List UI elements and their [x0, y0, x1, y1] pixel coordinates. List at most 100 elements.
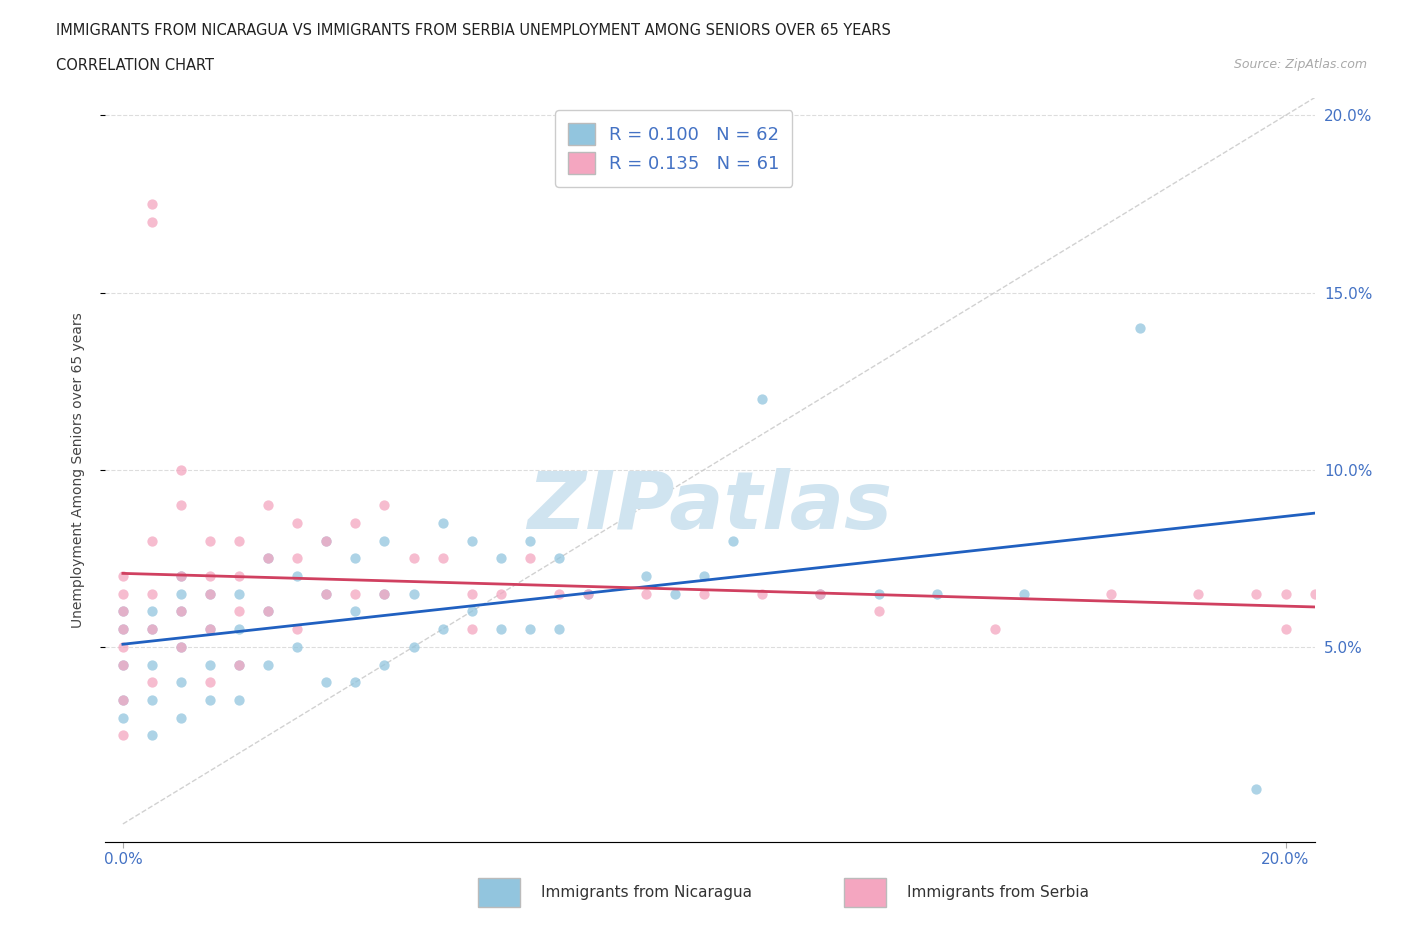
Point: [257, 551, 280, 565]
Point: [285, 551, 308, 565]
Point: [402, 639, 425, 654]
Text: Immigrants from Serbia: Immigrants from Serbia: [907, 885, 1088, 900]
Point: [1099, 586, 1122, 601]
Point: [1274, 586, 1296, 601]
Point: [111, 711, 134, 725]
Point: [548, 586, 571, 601]
Point: [111, 693, 134, 708]
Point: [228, 693, 250, 708]
Point: [285, 568, 308, 583]
Point: [141, 675, 163, 690]
Point: [170, 586, 193, 601]
Point: [198, 586, 221, 601]
Point: [1303, 586, 1326, 601]
Point: [170, 568, 193, 583]
Point: [198, 693, 221, 708]
Point: [315, 675, 337, 690]
Point: [1129, 321, 1152, 336]
Point: [925, 586, 948, 601]
Point: [111, 604, 134, 618]
Point: [373, 498, 395, 512]
Point: [141, 533, 163, 548]
Point: [460, 604, 482, 618]
Point: [1012, 586, 1035, 601]
Point: [344, 675, 367, 690]
Point: [141, 604, 163, 618]
Point: [228, 533, 250, 548]
Point: [373, 658, 395, 672]
Point: [519, 551, 541, 565]
Point: [111, 658, 134, 672]
Point: [489, 551, 512, 565]
Point: [198, 533, 221, 548]
Point: [141, 728, 163, 743]
Point: [170, 568, 193, 583]
Point: [636, 568, 658, 583]
Point: [228, 586, 250, 601]
Point: [1333, 621, 1355, 636]
Point: [373, 533, 395, 548]
Point: [344, 586, 367, 601]
Point: [111, 621, 134, 636]
Point: [373, 586, 395, 601]
Point: [751, 392, 773, 406]
Point: [111, 728, 134, 743]
Point: [170, 711, 193, 725]
Point: [198, 568, 221, 583]
Point: [141, 196, 163, 211]
Point: [198, 675, 221, 690]
Point: [170, 604, 193, 618]
Y-axis label: Unemployment Among Seniors over 65 years: Unemployment Among Seniors over 65 years: [70, 312, 84, 628]
Point: [1187, 586, 1209, 601]
Point: [432, 551, 454, 565]
Point: [198, 621, 221, 636]
Point: [315, 586, 337, 601]
Point: [636, 586, 658, 601]
Point: [519, 533, 541, 548]
Point: [810, 586, 832, 601]
Text: CORRELATION CHART: CORRELATION CHART: [56, 58, 214, 73]
Point: [402, 586, 425, 601]
Point: [432, 621, 454, 636]
Text: Immigrants from Nicaragua: Immigrants from Nicaragua: [541, 885, 752, 900]
Point: [868, 586, 890, 601]
Point: [257, 551, 280, 565]
Point: [170, 639, 193, 654]
Point: [228, 658, 250, 672]
Point: [257, 498, 280, 512]
Point: [285, 515, 308, 530]
Point: [228, 658, 250, 672]
Point: [1274, 621, 1296, 636]
Point: [198, 586, 221, 601]
FancyBboxPatch shape: [844, 878, 886, 908]
Point: [1246, 586, 1268, 601]
Point: [315, 533, 337, 548]
Point: [664, 586, 686, 601]
Point: [489, 621, 512, 636]
Point: [141, 658, 163, 672]
Point: [111, 693, 134, 708]
Point: [285, 639, 308, 654]
Point: [257, 604, 280, 618]
Point: [228, 621, 250, 636]
Point: [141, 693, 163, 708]
Point: [170, 675, 193, 690]
Point: [489, 586, 512, 601]
Point: [111, 604, 134, 618]
Point: [257, 604, 280, 618]
Point: [141, 621, 163, 636]
Point: [984, 621, 1007, 636]
Point: [751, 586, 773, 601]
Point: [460, 586, 482, 601]
Point: [111, 586, 134, 601]
Point: [198, 621, 221, 636]
Point: [315, 586, 337, 601]
Point: [170, 639, 193, 654]
Point: [141, 586, 163, 601]
Point: [344, 515, 367, 530]
Point: [170, 462, 193, 477]
Point: [344, 551, 367, 565]
Point: [228, 604, 250, 618]
Text: IMMIGRANTS FROM NICARAGUA VS IMMIGRANTS FROM SERBIA UNEMPLOYMENT AMONG SENIORS O: IMMIGRANTS FROM NICARAGUA VS IMMIGRANTS …: [56, 23, 891, 38]
Text: ZIPatlas: ZIPatlas: [527, 468, 893, 546]
